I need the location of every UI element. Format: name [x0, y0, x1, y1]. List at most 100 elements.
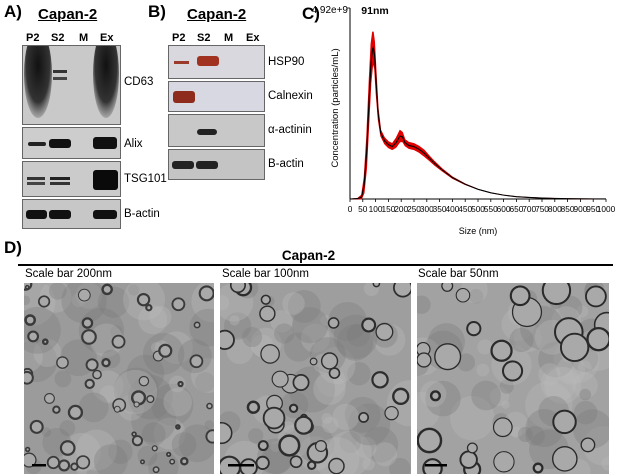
- em-texture: [274, 323, 295, 344]
- vesicle: [417, 352, 432, 368]
- em-texture: [24, 295, 31, 306]
- em-texture: [313, 372, 346, 405]
- em-texture: [417, 295, 431, 314]
- em-texture: [556, 356, 586, 385]
- vesicle: [138, 375, 150, 387]
- em-texture: [332, 403, 359, 431]
- vesicle: [198, 285, 214, 302]
- vesicle: [101, 358, 111, 368]
- em-texture: [195, 372, 214, 393]
- vesicle: [585, 285, 607, 308]
- vesicle: [260, 344, 280, 364]
- vesicle: [41, 338, 49, 346]
- vesicle: [24, 284, 30, 290]
- vesicle: [255, 455, 270, 470]
- chart-line: [349, 45, 607, 200]
- vesicle: [81, 329, 97, 345]
- y-axis-label: Concentration (particles/mL): [330, 48, 341, 167]
- em-texture: [517, 426, 534, 443]
- panel-d-divider: [18, 264, 613, 266]
- vesicle: [434, 343, 462, 371]
- vesicle: [136, 292, 151, 307]
- panel-b-lane-p2: P2: [172, 32, 186, 44]
- em-texture: [471, 380, 501, 411]
- panel-a-cell-line: Capan-2: [38, 6, 98, 23]
- panel-c-letter: C): [302, 4, 320, 23]
- em-texture: [89, 323, 124, 358]
- x-tick-label: 750: [535, 204, 549, 214]
- vesicle: [229, 283, 246, 294]
- em-texture: [477, 339, 493, 355]
- vesicle: [289, 455, 303, 469]
- panel-b-letter: B): [148, 2, 166, 21]
- em-image-50nm: [417, 283, 609, 474]
- em-texture: [248, 428, 264, 444]
- vesicle: [271, 370, 289, 388]
- vesicle: [392, 387, 410, 406]
- vesicle: [146, 394, 155, 404]
- vesicle: [77, 288, 91, 302]
- vesicle: [206, 402, 213, 410]
- vesicle: [76, 455, 91, 470]
- vesicle: [541, 283, 572, 306]
- x-tick-label: 800: [548, 204, 562, 214]
- em-texture: [282, 292, 305, 315]
- vesicle: [67, 404, 84, 420]
- em-texture: [151, 383, 194, 426]
- em-caption-200: Scale bar 200nm: [25, 268, 112, 280]
- em-texture: [501, 400, 510, 409]
- vesicle: [29, 419, 44, 434]
- em-texture: [242, 327, 263, 348]
- vesicle: [131, 435, 143, 447]
- vesicle: [46, 455, 60, 470]
- em-texture: [321, 413, 333, 424]
- em-texture: [41, 427, 52, 437]
- vesicle: [509, 285, 531, 307]
- vesicle: [177, 380, 184, 388]
- vesicle: [320, 352, 339, 370]
- vesicle: [358, 411, 370, 423]
- x-tick-label: 450: [458, 204, 472, 214]
- panel-a-lane-m: M: [79, 32, 89, 44]
- vesicle: [309, 357, 318, 366]
- vesicle: [501, 360, 524, 382]
- vesicle: [175, 424, 181, 430]
- em-texture: [126, 354, 165, 393]
- vesicle: [169, 458, 176, 465]
- vesicle: [466, 442, 478, 454]
- em-image-200nm-art: [24, 283, 214, 474]
- vesicle: [384, 405, 399, 421]
- x-tick-label: 950: [586, 204, 600, 214]
- x-tick-label: 850: [561, 204, 575, 214]
- label-b-actinin: α-actinin: [268, 124, 312, 136]
- vesicle: [101, 283, 113, 296]
- x-tick-label: 200: [394, 204, 408, 214]
- x-tick-label: 250: [407, 204, 421, 214]
- em-texture: [283, 332, 314, 362]
- x-tick-label: 350: [433, 204, 447, 214]
- em-texture: [61, 283, 107, 324]
- nta-size-chart: 0 50 1001502002503003504004505005506006507…: [312, 5, 616, 236]
- em-texture: [499, 379, 514, 394]
- vesicle: [158, 343, 173, 358]
- panel-b-cell-line: Capan-2: [187, 6, 247, 23]
- em-texture: [149, 305, 172, 329]
- panel-a-letter: A): [4, 2, 22, 21]
- blot-b-actinin: [168, 114, 265, 147]
- em-texture: [189, 308, 214, 347]
- em-texture: [33, 338, 62, 368]
- vesicle: [361, 317, 377, 333]
- mean-line: [349, 45, 607, 200]
- x-tick-label: 900: [573, 204, 587, 214]
- blot-a-cd63: [22, 45, 121, 125]
- em-texture: [270, 309, 293, 333]
- vesicle: [27, 330, 40, 343]
- vesicle: [220, 421, 233, 445]
- vesicle: [24, 370, 34, 385]
- vesicle: [193, 321, 201, 329]
- em-texture: [389, 457, 411, 474]
- em-texture: [544, 366, 582, 405]
- em-texture: [287, 290, 321, 323]
- em-texture: [362, 426, 399, 463]
- scale-bar: [32, 464, 46, 467]
